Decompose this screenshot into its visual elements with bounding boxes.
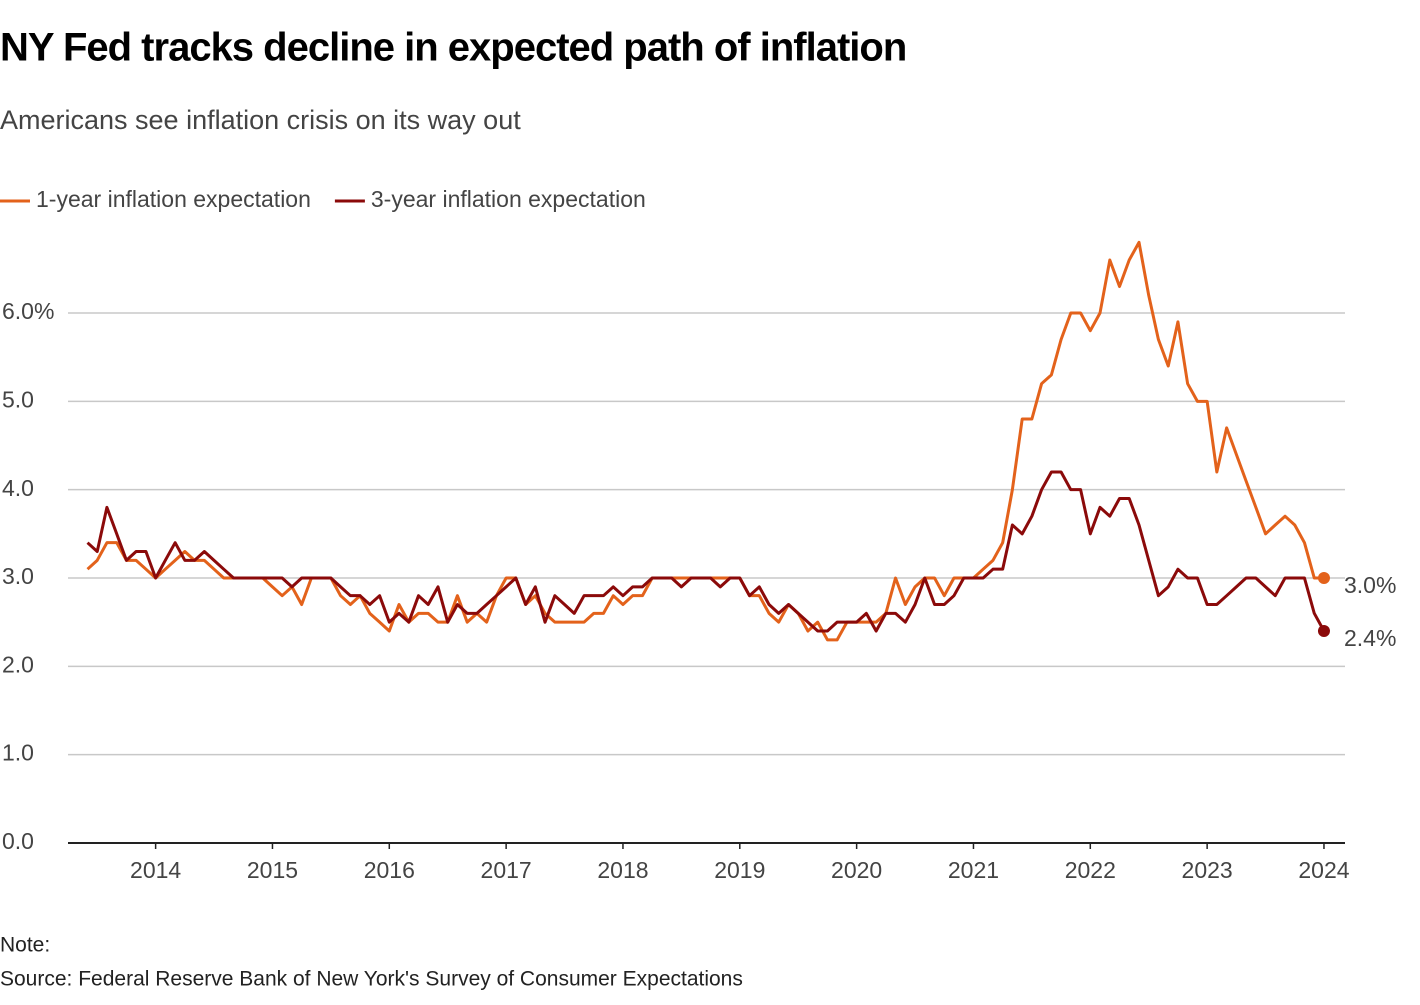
- x-tick-label: 2017: [481, 857, 532, 883]
- y-tick-label: 1.0: [2, 740, 34, 766]
- end-point: [1317, 625, 1330, 638]
- x-tick-label: 2018: [597, 857, 648, 883]
- legend-label: 3-year inflation expectation: [371, 186, 646, 212]
- series-line: [86, 240, 1324, 642]
- x-tick-label: 2024: [1298, 857, 1349, 883]
- legend-label: 1-year inflation expectation: [36, 186, 311, 212]
- y-tick-label: 6.0%: [2, 298, 54, 324]
- y-tick-label: 0.0: [2, 828, 34, 854]
- x-tick-label: 2015: [247, 857, 298, 883]
- source: Source: Federal Reserve Bank of New York…: [0, 968, 743, 991]
- end-point: [1317, 572, 1330, 585]
- y-tick-label: 2.0: [2, 651, 34, 677]
- series-line: [86, 470, 1326, 633]
- x-tick-label: 2022: [1065, 857, 1116, 883]
- chart-title: NY Fed tracks decline in expected path o…: [0, 26, 906, 70]
- x-tick-label: 2019: [714, 857, 765, 883]
- end-label: 3.0%: [1344, 572, 1396, 598]
- note: Note:: [0, 934, 50, 957]
- y-tick-label: 4.0: [2, 475, 34, 501]
- x-tick-label: 2023: [1182, 857, 1233, 883]
- x-tick-label: 2020: [831, 857, 882, 883]
- end-label: 2.4%: [1344, 625, 1396, 651]
- x-tick-label: 2016: [364, 857, 415, 883]
- x-tick-label: 2021: [948, 857, 999, 883]
- x-tick-label: 2014: [130, 857, 181, 883]
- y-tick-label: 5.0: [2, 386, 34, 412]
- chart-subtitle: Americans see inflation crisis on its wa…: [0, 105, 521, 135]
- y-tick-label: 3.0: [2, 563, 34, 589]
